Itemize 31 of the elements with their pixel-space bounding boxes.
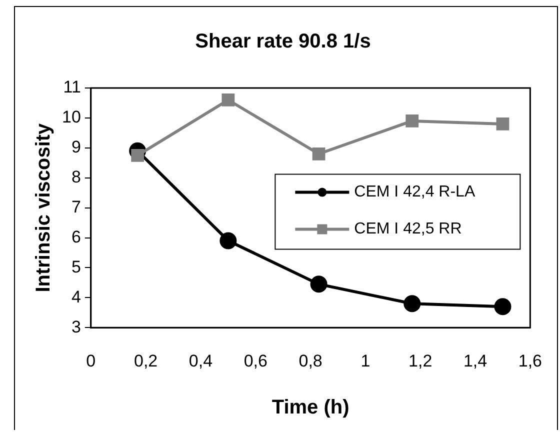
point: [496, 117, 510, 130]
chart-title: Shear rate 90.8 1/s: [195, 30, 371, 53]
legend-label: CEM I 42,4 R-LA: [354, 184, 476, 201]
y-tick-label: 8: [71, 168, 81, 187]
y-tick-label: 4: [71, 287, 81, 306]
point: [494, 298, 512, 316]
y-tick-label: 7: [71, 197, 81, 216]
x-tick-label: 0: [86, 351, 96, 370]
point: [310, 276, 328, 293]
point: [312, 147, 326, 160]
y-tick-label: 3: [71, 317, 81, 336]
y-axis-title: Intrinsic viscosity: [32, 122, 55, 292]
x-tick-label: 0,6: [244, 351, 268, 370]
point: [404, 295, 421, 312]
y-tick-label: 5: [71, 257, 81, 276]
x-tick-label: 1,2: [408, 351, 432, 370]
y-tick-label: 9: [71, 138, 81, 157]
x-axis-title: Time (h): [272, 396, 350, 419]
y-tick-label: 6: [71, 227, 81, 246]
legend-label: CEM I 42,5 RR: [354, 220, 462, 238]
y-tick-label: 10: [62, 108, 81, 127]
x-tick-label: 0,2: [134, 351, 158, 370]
point: [222, 94, 235, 106]
x-tick-label: 1,6: [518, 351, 542, 370]
x-tick-label: 0,8: [298, 351, 322, 370]
x-tick-label: 1: [360, 351, 370, 370]
point: [220, 232, 237, 250]
point: [406, 114, 419, 128]
y-tick-label: 11: [63, 78, 81, 97]
x-tick-label: 1,4: [463, 351, 488, 370]
x-tick-label: 0,4: [188, 351, 213, 370]
